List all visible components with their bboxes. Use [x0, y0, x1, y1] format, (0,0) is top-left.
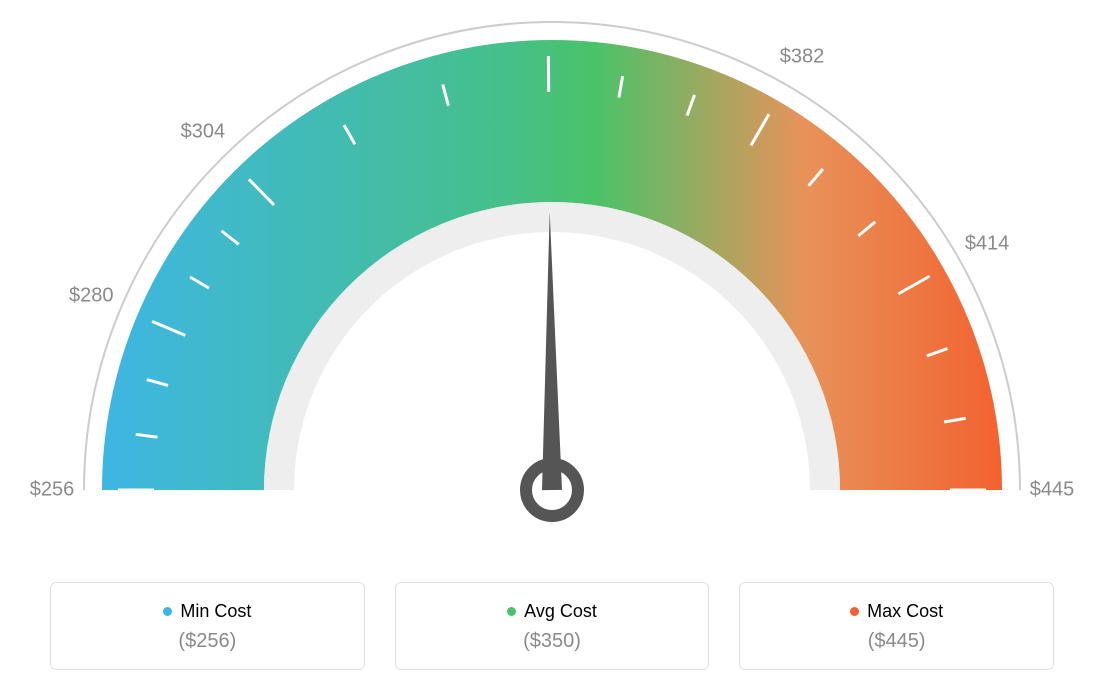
summary-cards: Min Cost ($256) Avg Cost ($350) Max Cost… [50, 582, 1054, 670]
gauge-scale-label: $256 [30, 479, 75, 502]
gauge-scale-label: $280 [69, 284, 114, 307]
min-cost-value: ($256) [63, 630, 352, 653]
avg-cost-value: ($350) [408, 630, 697, 653]
gauge-scale-label: $414 [965, 232, 1010, 255]
max-dot-icon [850, 607, 859, 616]
max-cost-value: ($445) [752, 630, 1041, 653]
min-dot-icon [163, 607, 172, 616]
gauge-scale-label: $382 [780, 45, 825, 68]
avg-dot-icon [507, 607, 516, 616]
gauge-chart: $256 $280 $304 $350 $382 $414 $445 [0, 0, 1104, 560]
avg-cost-label: Avg Cost [507, 601, 597, 622]
min-cost-label-text: Min Cost [180, 601, 251, 622]
min-cost-label: Min Cost [163, 601, 251, 622]
avg-cost-label-text: Avg Cost [524, 601, 597, 622]
gauge-svg [0, 0, 1104, 560]
max-cost-label-text: Max Cost [867, 601, 943, 622]
gauge-scale-label: $304 [181, 121, 226, 144]
gauge-scale-label: $445 [1030, 479, 1075, 502]
gauge-scale-label: $350 [526, 0, 571, 2]
min-cost-card: Min Cost ($256) [50, 582, 365, 670]
avg-cost-card: Avg Cost ($350) [395, 582, 710, 670]
max-cost-card: Max Cost ($445) [739, 582, 1054, 670]
max-cost-label: Max Cost [850, 601, 943, 622]
